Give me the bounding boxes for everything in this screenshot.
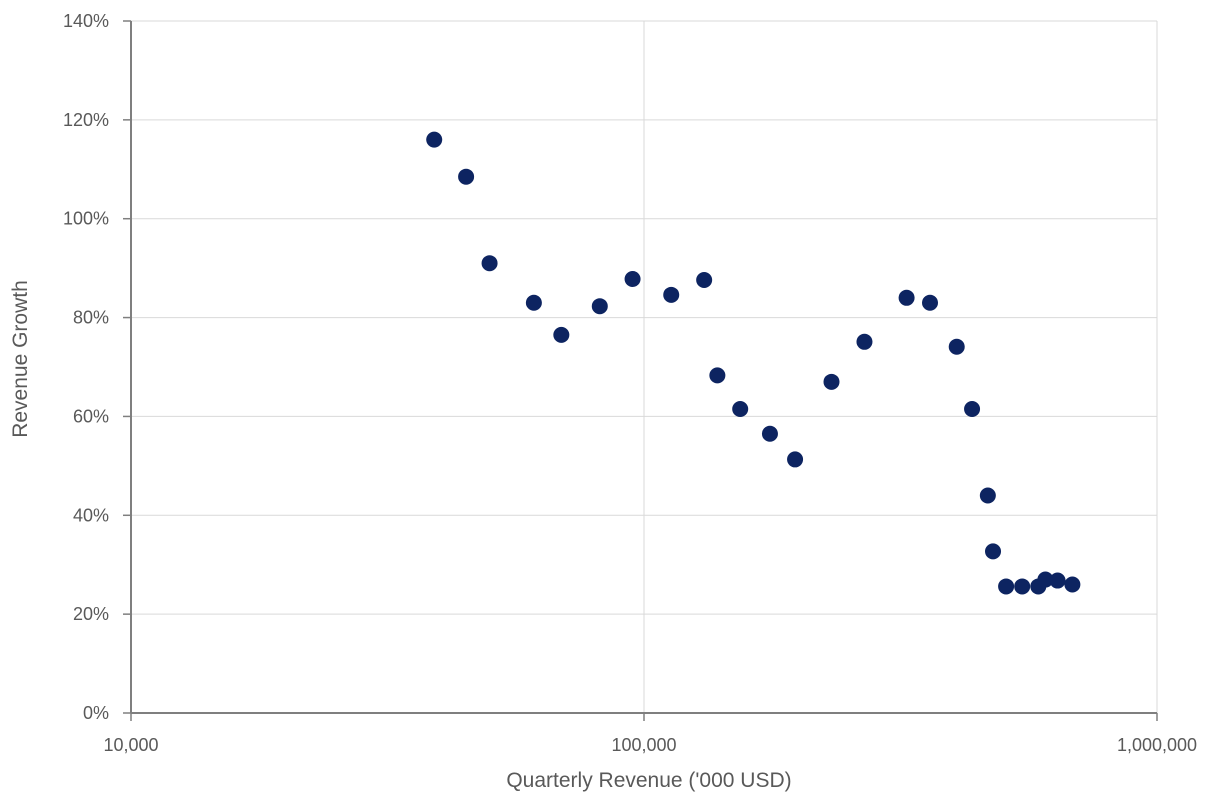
- data-point: [458, 168, 475, 185]
- gridlines: [131, 20, 1158, 713]
- data-point: [761, 425, 778, 442]
- y-tick-label: 120%: [63, 110, 109, 130]
- data-point: [1014, 578, 1031, 595]
- y-tick-label: 80%: [73, 308, 109, 328]
- y-tick-label: 140%: [63, 11, 109, 31]
- data-point: [553, 326, 570, 343]
- data-point: [998, 578, 1015, 595]
- data-point: [979, 487, 996, 504]
- x-tick-label: 10,000: [103, 735, 158, 755]
- data-point: [856, 333, 873, 350]
- tick-labels: 0% 20% 40% 60% 80% 100% 120% 140% 10,000 100,000 1…: [63, 11, 1197, 755]
- y-tick-label: 0%: [83, 703, 109, 723]
- data-point: [709, 367, 726, 384]
- y-axis-title: Revenue Growth: [9, 280, 32, 438]
- data-point: [823, 373, 840, 390]
- data-point: [696, 272, 713, 289]
- data-point: [922, 294, 939, 311]
- data-point: [985, 543, 1002, 560]
- data-point: [964, 401, 981, 418]
- data-point: [1049, 572, 1066, 589]
- y-tick-label: 100%: [63, 209, 109, 229]
- data-point: [787, 451, 804, 468]
- axes: [123, 20, 1158, 721]
- data-point: [1037, 571, 1054, 588]
- x-tick-label: 1,000,000: [1117, 735, 1197, 755]
- data-point: [525, 294, 542, 311]
- y-tick-label: 60%: [73, 406, 109, 426]
- data-point: [1064, 576, 1081, 593]
- x-axis-title: Quarterly Revenue ('000 USD): [506, 769, 791, 792]
- data-point: [624, 271, 641, 288]
- data-point: [481, 255, 498, 272]
- data-point: [732, 401, 749, 418]
- data-point: [591, 298, 608, 315]
- data-point: [663, 286, 680, 303]
- x-tick-label: 100,000: [611, 735, 676, 755]
- y-tick-label: 40%: [73, 505, 109, 525]
- data-point: [426, 131, 443, 148]
- y-tick-label: 20%: [73, 604, 109, 624]
- data-point: [898, 289, 915, 306]
- data-point: [948, 338, 965, 355]
- data-points: [426, 131, 1081, 595]
